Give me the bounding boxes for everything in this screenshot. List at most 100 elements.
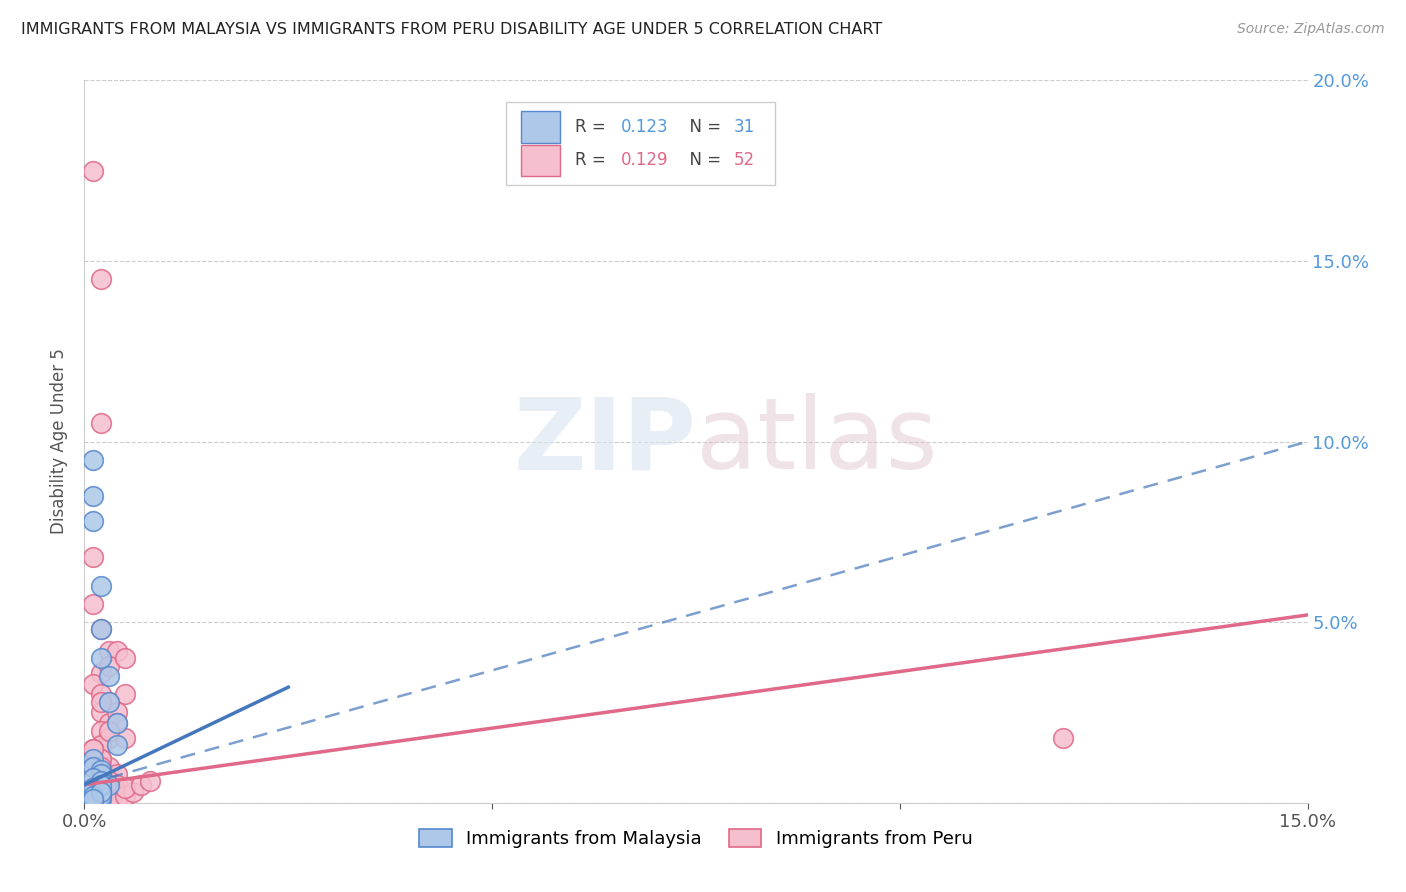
FancyBboxPatch shape [522,112,560,143]
Point [90,789,112,803]
Point [138,774,160,789]
Point [82,785,104,799]
Point [82,792,104,806]
Point [82,792,104,806]
Text: IMMIGRANTS FROM MALAYSIA VS IMMIGRANTS FROM PERU DISABILITY AGE UNDER 5 CORRELAT: IMMIGRANTS FROM MALAYSIA VS IMMIGRANTS F… [21,22,883,37]
Point [97,760,120,774]
Point [97,731,120,745]
Point [82,774,104,789]
Point [82,676,104,690]
Text: R =: R = [575,152,610,169]
Text: 0.123: 0.123 [621,119,669,136]
Point [97,774,120,789]
Point [90,665,112,680]
Point [97,658,120,673]
Point [90,752,112,766]
Point [1052,731,1074,745]
Point [97,716,120,731]
Point [105,792,128,806]
Point [82,752,104,766]
Point [97,695,120,709]
Point [97,644,120,658]
Point [105,785,128,799]
Point [82,781,104,796]
Point [97,789,120,803]
Text: atlas: atlas [696,393,938,490]
Point [90,789,112,803]
Point [82,771,104,785]
Text: Source: ZipAtlas.com: Source: ZipAtlas.com [1237,22,1385,37]
Point [82,741,104,756]
Legend: Immigrants from Malaysia, Immigrants from Peru: Immigrants from Malaysia, Immigrants fro… [412,822,980,855]
Point [114,731,136,745]
Point [82,741,104,756]
Text: 31: 31 [734,119,755,136]
Point [97,695,120,709]
Point [90,623,112,637]
Point [90,778,112,792]
Point [90,579,112,593]
Text: 52: 52 [734,152,755,169]
Point [90,695,112,709]
Point [90,752,112,766]
Point [82,550,104,565]
Point [97,781,120,796]
Point [105,767,128,781]
Point [90,706,112,720]
Point [90,723,112,738]
Point [90,774,112,789]
Point [82,452,104,467]
Point [90,417,112,431]
Point [105,706,128,720]
Point [114,687,136,701]
Point [105,738,128,752]
Point [82,792,104,806]
Point [114,781,136,796]
Point [90,623,112,637]
Point [122,785,145,799]
Point [82,745,104,759]
FancyBboxPatch shape [506,102,776,185]
Point [90,738,112,752]
Point [105,778,128,792]
Point [90,760,112,774]
Point [90,785,112,799]
Point [90,764,112,778]
Point [90,687,112,701]
Point [90,785,112,799]
Point [82,489,104,503]
Point [90,767,112,781]
Point [90,767,112,781]
Text: N =: N = [679,152,727,169]
Point [82,781,104,796]
Point [90,792,112,806]
Text: 0.129: 0.129 [621,152,669,169]
Point [131,778,153,792]
Point [90,272,112,286]
Text: R =: R = [575,119,610,136]
Point [82,760,104,774]
Point [82,789,104,803]
Text: ZIP: ZIP [513,393,696,490]
Point [82,792,104,806]
Point [97,723,120,738]
Point [82,514,104,528]
Point [114,651,136,665]
Point [97,792,120,806]
Y-axis label: Disability Age Under 5: Disability Age Under 5 [51,349,69,534]
Point [82,163,104,178]
FancyBboxPatch shape [522,145,560,177]
Point [82,789,104,803]
Point [105,716,128,731]
Text: N =: N = [679,119,727,136]
Point [82,597,104,611]
Point [105,716,128,731]
Point [82,792,104,806]
Point [97,778,120,792]
Point [97,781,120,796]
Point [114,789,136,803]
Point [105,644,128,658]
Point [82,760,104,774]
Point [97,669,120,683]
Point [90,651,112,665]
